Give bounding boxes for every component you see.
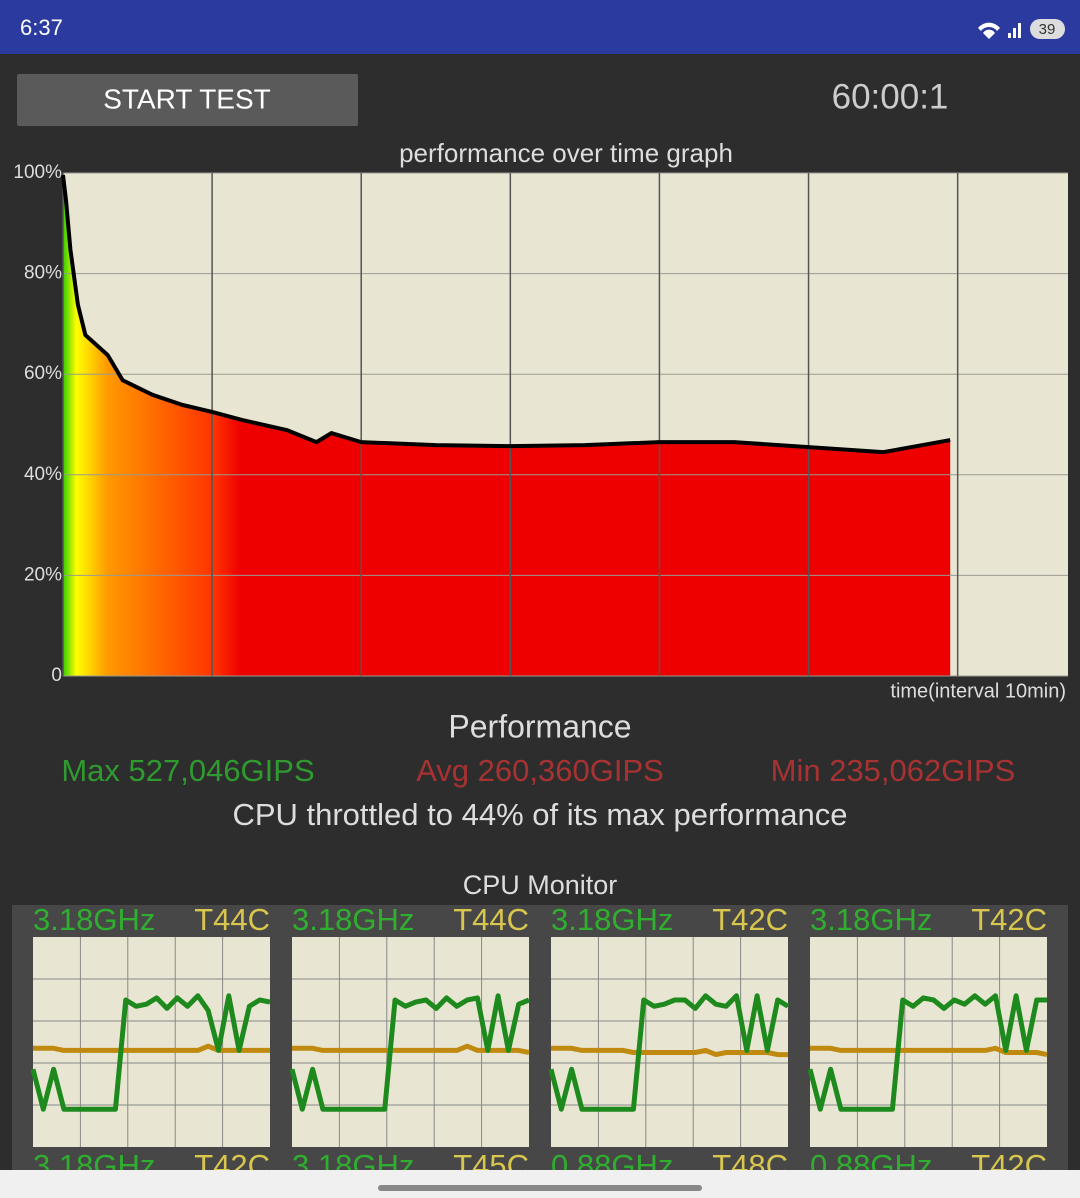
frequency-trace — [30, 993, 271, 1112]
temperature-trace — [810, 1045, 1048, 1058]
y-tick-label: 0 — [51, 665, 62, 686]
signal-bar — [1018, 23, 1021, 38]
frequency-trace — [807, 993, 1047, 1112]
core-frequency: 3.18GHz — [551, 902, 673, 937]
core-frequency: 3.18GHz — [292, 902, 414, 937]
start-button[interactable] — [17, 74, 358, 126]
core-temperature: T44C — [194, 902, 270, 937]
min-stat: Min 235,062GIPS — [771, 753, 1016, 788]
clock: 6:37 — [20, 15, 63, 40]
x-axis-label: time(interval 10min) — [890, 680, 1066, 702]
battery-level: 39 — [1039, 21, 1056, 38]
core-graph — [33, 937, 270, 1147]
signal-bar — [1013, 28, 1016, 38]
y-tick-label: 80% — [24, 263, 62, 284]
battery — [1030, 19, 1065, 39]
core-frequency: 3.18GHz — [810, 902, 932, 937]
timer: 60:00:1 — [832, 77, 949, 116]
y-tick-label: 60% — [24, 363, 62, 384]
core-temperature: T44C — [453, 902, 529, 937]
core-frequency: 3.18GHz — [33, 902, 155, 937]
status-bar — [0, 0, 1080, 54]
temperature-trace — [551, 1045, 788, 1058]
frequency-trace — [548, 993, 790, 1112]
core-graph — [551, 937, 788, 1147]
y-tick-label: 100% — [13, 162, 62, 183]
core-temperature: T42C — [971, 902, 1047, 937]
avg-stat: Avg 260,360GIPS — [416, 753, 664, 788]
core-graph — [292, 937, 529, 1147]
performance-area — [63, 175, 951, 676]
core-graph — [810, 937, 1047, 1147]
signal-icons — [978, 19, 1065, 39]
wifi-icon — [978, 22, 1000, 39]
nav-bar — [0, 1170, 1080, 1198]
chart-title: performance over time graph — [399, 138, 733, 168]
temperature-trace — [33, 1043, 270, 1053]
y-tick-label: 40% — [24, 464, 62, 485]
y-tick-label: 20% — [24, 564, 62, 585]
core-temperature: T42C — [712, 902, 788, 937]
max-stat: Max 527,046GIPS — [61, 753, 314, 788]
cpu-monitor-title: CPU Monitor — [463, 870, 618, 900]
signal-bar — [1008, 33, 1011, 38]
frequency-trace — [289, 993, 530, 1112]
throttle-summary: CPU throttled to 44% of its max performa… — [232, 797, 847, 832]
performance-line — [61, 174, 951, 455]
start-button-label[interactable]: START TEST — [103, 83, 271, 114]
chart: 0 20% 40% 60% 80% 100% — [13, 162, 1068, 686]
performance-title: Performance — [448, 708, 631, 744]
home-handle[interactable] — [378, 1185, 702, 1191]
